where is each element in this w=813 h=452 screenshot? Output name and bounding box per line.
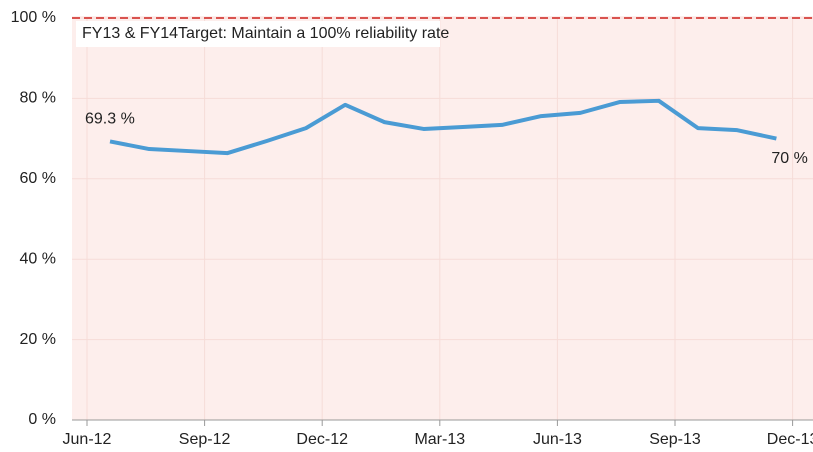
x-tick-label: Jun-13 [533,431,582,448]
x-tick-label: Sep-13 [649,431,701,448]
y-tick-label: 0 % [28,411,56,428]
x-tick-label: Dec-13 [767,431,813,448]
y-tick-label: 40 % [20,250,56,267]
data-label: 70 % [771,150,807,167]
y-tick-label: 20 % [20,331,56,348]
x-tick-label: Jun-12 [63,431,112,448]
x-tick-label: Dec-12 [296,431,348,448]
x-tick-label: Mar-13 [414,431,465,448]
y-tick-label: 60 % [20,170,56,187]
data-label: 69.3 % [85,111,135,128]
annotation: FY13 & FY14Target: Maintain a 100% relia… [82,25,449,42]
x-tick-label: Sep-12 [179,431,231,448]
plot-background [72,16,813,420]
y-tick-label: 80 % [20,90,56,107]
y-tick-label: 100 % [11,9,56,26]
data-line [109,98,777,156]
annotation-box [76,21,440,47]
